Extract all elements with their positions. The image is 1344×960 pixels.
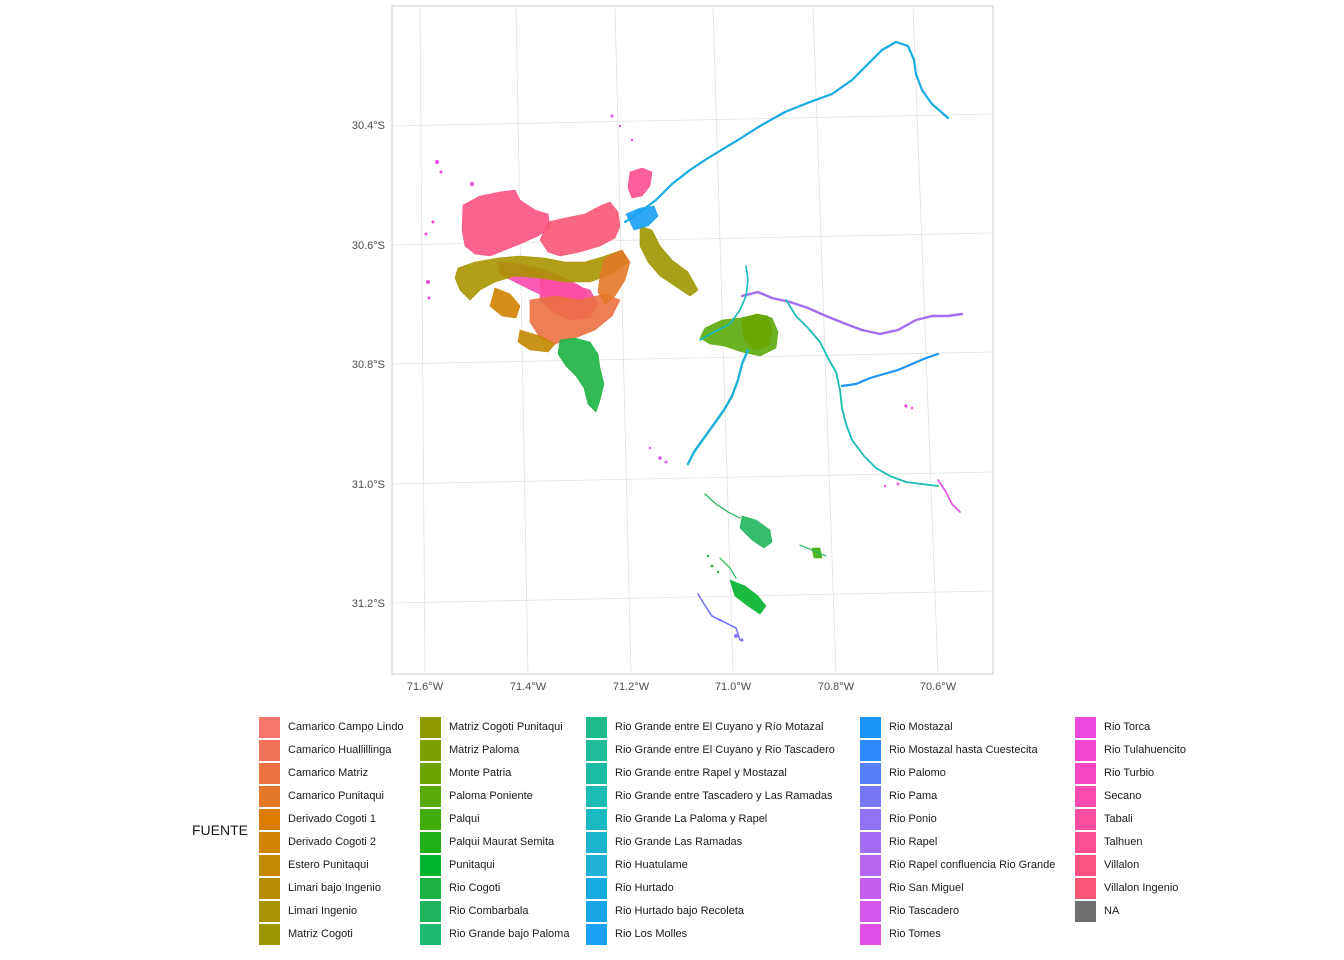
- parcel: [734, 634, 738, 638]
- latitude-tick-label: 30.8°S: [352, 359, 385, 371]
- parcel: [426, 280, 430, 284]
- latitude-tick-label: 31.2°S: [352, 598, 385, 610]
- longitude-tick-label: 71.2°W: [613, 681, 650, 693]
- longitude-tick-label: 71.4°W: [510, 681, 547, 693]
- parcel: [897, 483, 900, 486]
- parcel: [740, 638, 743, 641]
- parcel: [884, 485, 886, 487]
- parcel: [911, 407, 913, 409]
- parcel: [631, 139, 633, 141]
- parcel: [440, 171, 443, 174]
- parcel: [649, 447, 651, 449]
- parcel: [658, 456, 662, 460]
- latitude-tick-labels: 30.4°S 30.6°S 30.8°S 31.0°S 31.2°S: [352, 120, 385, 610]
- parcel: [619, 125, 621, 127]
- longitude-tick-label: 70.8°W: [818, 681, 855, 693]
- parcel: [428, 297, 431, 300]
- parcel: [432, 221, 435, 224]
- longitude-tick-labels: 71.6°W 71.4°W 71.2°W 71.0°W 70.8°W 70.6°W: [407, 681, 957, 693]
- latitude-tick-label: 30.6°S: [352, 240, 385, 252]
- latitude-tick-label: 30.4°S: [352, 120, 385, 132]
- longitude-tick-label: 70.6°W: [920, 681, 957, 693]
- parcel: [435, 160, 439, 164]
- longitude-tick-label: 71.6°W: [407, 681, 444, 693]
- parcel: [665, 461, 668, 464]
- parcel: [904, 404, 907, 407]
- parcel: [425, 233, 428, 236]
- parcel: [470, 182, 474, 186]
- parcel: [717, 571, 719, 573]
- longitude-tick-label: 71.0°W: [715, 681, 752, 693]
- parcel: [611, 115, 614, 118]
- parcel: [707, 555, 709, 557]
- parcel: [711, 565, 714, 568]
- plot-panel: [392, 6, 993, 674]
- latitude-tick-label: 31.0°S: [352, 479, 385, 491]
- parcel: [719, 619, 722, 622]
